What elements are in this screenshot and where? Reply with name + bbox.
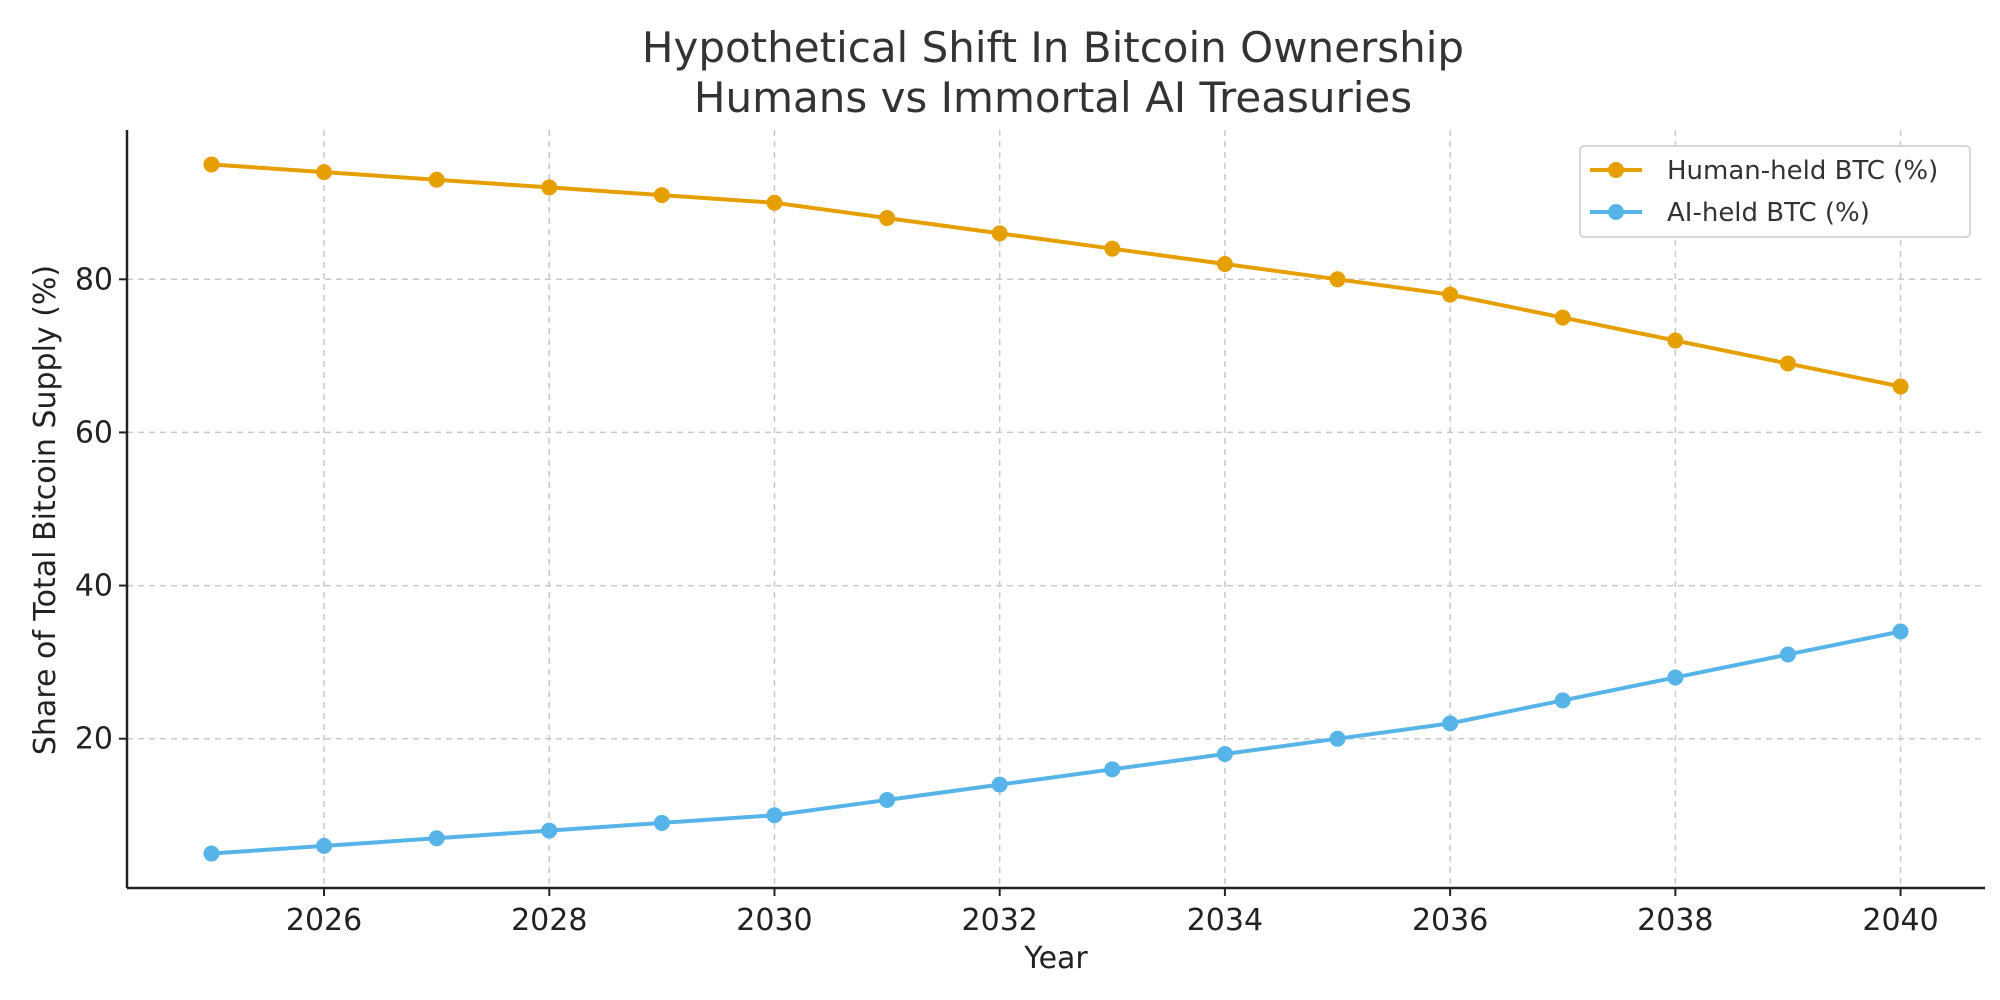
data-point-ai-held-2037 <box>1554 692 1571 709</box>
legend-label-ai: AI-held BTC (%) <box>1667 198 1870 228</box>
data-point-human-held-2040 <box>1892 378 1909 395</box>
data-point-ai-held-2030 <box>766 807 783 824</box>
data-point-ai-held-2027 <box>428 830 445 847</box>
data-point-human-held-2032 <box>991 225 1008 242</box>
data-point-human-held-2034 <box>1216 255 1233 272</box>
data-point-ai-held-2029 <box>653 814 670 831</box>
x-tick-label-2028: 2028 <box>511 903 587 938</box>
data-point-human-held-2027 <box>428 171 445 188</box>
data-point-ai-held-2035 <box>1329 730 1346 747</box>
data-point-human-held-2033 <box>1104 240 1121 257</box>
data-point-human-held-2038 <box>1667 332 1684 349</box>
y-tick-label-60: 60 <box>75 415 113 450</box>
data-point-ai-held-2031 <box>879 791 896 808</box>
data-point-ai-held-2026 <box>316 837 333 854</box>
data-point-human-held-2039 <box>1779 355 1796 372</box>
series-line-human-held <box>211 162 1901 389</box>
data-point-human-held-2030 <box>766 194 783 211</box>
data-point-human-held-2035 <box>1329 271 1346 288</box>
legend: Human-held BTC (%) AI-held BTC (%) <box>1579 145 1971 238</box>
x-axis-label: Year <box>1023 941 1088 976</box>
series-line-ai-held <box>211 629 1901 856</box>
chart-title-line-2: Humans vs Immortal AI Treasuries <box>694 73 1412 122</box>
series-human-held <box>203 156 1909 395</box>
data-point-ai-held-2039 <box>1779 646 1796 663</box>
legend-marker-ai <box>1608 204 1624 220</box>
legend-marker-human <box>1608 162 1624 178</box>
data-point-ai-held-2032 <box>991 776 1008 793</box>
data-point-human-held-2031 <box>879 210 896 227</box>
axes <box>125 130 1985 890</box>
data-point-human-held-2028 <box>541 179 558 196</box>
x-tick-label-2036: 2036 <box>1412 903 1488 938</box>
x-tick-label-2034: 2034 <box>1187 903 1263 938</box>
x-tick-label-2030: 2030 <box>736 903 812 938</box>
x-tick-label-2040: 2040 <box>1862 903 1938 938</box>
y-axis-label: Share of Total Bitcoin Supply (%) <box>28 265 63 755</box>
data-point-ai-held-2033 <box>1104 761 1121 778</box>
data-point-ai-held-2034 <box>1216 746 1233 763</box>
legend-box <box>1579 145 1971 238</box>
chart-title-line-1: Hypothetical Shift In Bitcoin Ownership <box>642 23 1464 72</box>
x-tick-label-2032: 2032 <box>962 903 1038 938</box>
y-tick-label-20: 20 <box>75 722 113 757</box>
data-point-ai-held-2036 <box>1442 715 1459 732</box>
y-tick-label-80: 80 <box>75 262 113 297</box>
legend-label-human: Human-held BTC (%) <box>1667 156 1938 186</box>
y-tick-label-40: 40 <box>75 569 113 604</box>
data-point-ai-held-2025 <box>203 845 220 862</box>
data-point-human-held-2026 <box>316 164 333 181</box>
data-point-human-held-2037 <box>1554 309 1571 326</box>
x-tick-label-2026: 2026 <box>286 903 362 938</box>
x-tick-label-2038: 2038 <box>1637 903 1713 938</box>
data-point-human-held-2036 <box>1442 286 1459 303</box>
series-ai-held <box>203 623 1909 862</box>
series <box>203 156 1909 862</box>
data-point-human-held-2025 <box>203 156 220 173</box>
data-point-ai-held-2038 <box>1667 669 1684 686</box>
data-point-ai-held-2028 <box>541 822 558 839</box>
gridlines <box>127 130 1985 888</box>
data-point-human-held-2029 <box>653 187 670 204</box>
data-point-ai-held-2040 <box>1892 623 1909 640</box>
